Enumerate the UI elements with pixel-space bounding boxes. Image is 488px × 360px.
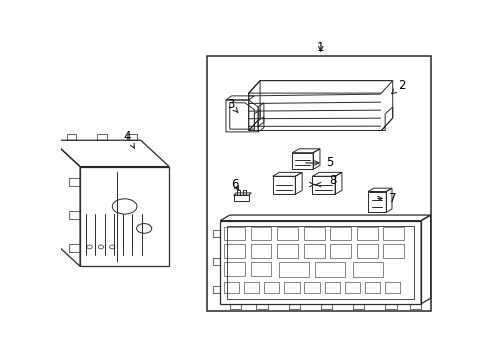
Text: 1: 1 [316,41,324,54]
Text: 3: 3 [227,98,237,112]
Text: 8: 8 [329,175,336,188]
Text: 7: 7 [377,192,396,205]
Text: 5: 5 [305,157,332,170]
Text: 2: 2 [391,79,405,94]
Text: 6: 6 [230,178,238,191]
Text: 4: 4 [123,130,134,148]
